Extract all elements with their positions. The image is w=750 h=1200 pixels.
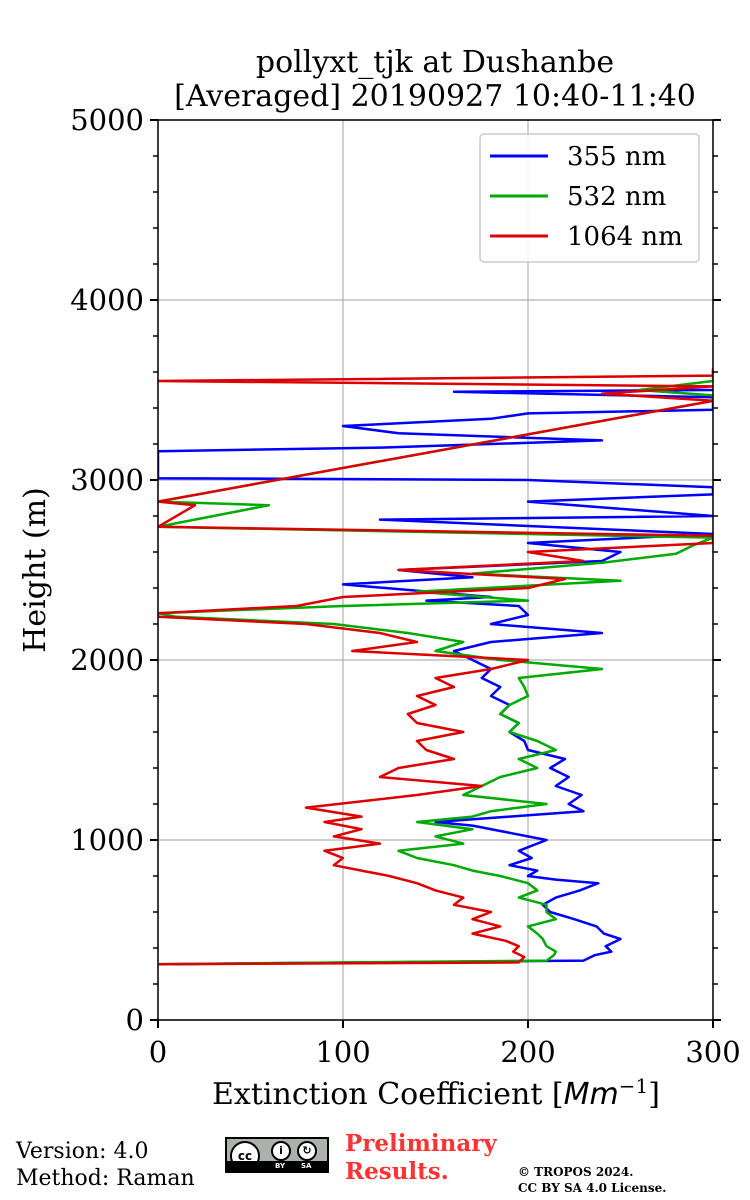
y-tick-label: 1000 — [70, 823, 144, 857]
cc-license-badge: cc i ↻ BY SA — [225, 1137, 329, 1173]
x-axis-label: Extinction Coefficient [Mm−1] — [212, 1074, 660, 1112]
badge-sa-label: SA — [301, 1162, 312, 1170]
preliminary-line1: Preliminary — [345, 1130, 497, 1157]
y-tick-label: 3000 — [70, 463, 144, 497]
badge-by-label: BY — [275, 1162, 286, 1170]
legend-box — [479, 133, 700, 263]
legend-label-532: 532 nm — [567, 182, 666, 212]
chart-title-line1: pollyxt_tjk at Dushanbe — [256, 45, 614, 80]
series-layer — [158, 368, 713, 966]
preliminary-line2: Results. — [345, 1158, 449, 1185]
legend-label-1064: 1064 nm — [567, 222, 683, 252]
chart-title-line2: [Averaged] 20190927 10:40-11:40 — [174, 79, 696, 114]
version-label: Version: 4.0 — [16, 1139, 149, 1164]
copyright-note: © TROPOS 2024. CC BY SA 4.0 License. — [518, 1164, 748, 1196]
method-label: Method: Raman — [16, 1166, 195, 1191]
legend: 355 nm 532 nm 1064 nm — [479, 133, 700, 263]
series-line-1064-nm — [158, 368, 713, 966]
copyright-line1: © TROPOS 2024. — [518, 1165, 634, 1179]
x-tick-label: 0 — [149, 1035, 167, 1069]
series-line-355-nm — [158, 388, 713, 966]
x-tick-label: 300 — [685, 1035, 740, 1069]
y-tick-label: 0 — [126, 1003, 144, 1037]
y-tick-label: 2000 — [70, 643, 144, 677]
attribution-icon: i — [271, 1141, 291, 1161]
plot-frame — [157, 119, 714, 1021]
y-axis-label: Height (m) — [18, 487, 53, 652]
axis-ticks — [150, 119, 721, 1028]
preliminary-results-note: Preliminary Results. — [345, 1130, 525, 1186]
extinction-chart: pollyxt_tjk at Dushanbe [Averaged] 20190… — [18, 45, 741, 1112]
y-tick-label: 5000 — [70, 103, 144, 137]
badge-strip — [227, 1161, 327, 1171]
copyright-line2: CC BY SA 4.0 License. — [518, 1181, 667, 1195]
legend-label-355: 355 nm — [567, 142, 666, 172]
x-tick-label: 200 — [500, 1035, 555, 1069]
series-line-532-nm — [158, 370, 713, 966]
x-tick-label: 100 — [315, 1035, 370, 1069]
share-alike-icon: ↻ — [297, 1141, 317, 1161]
y-tick-label: 4000 — [70, 283, 144, 317]
